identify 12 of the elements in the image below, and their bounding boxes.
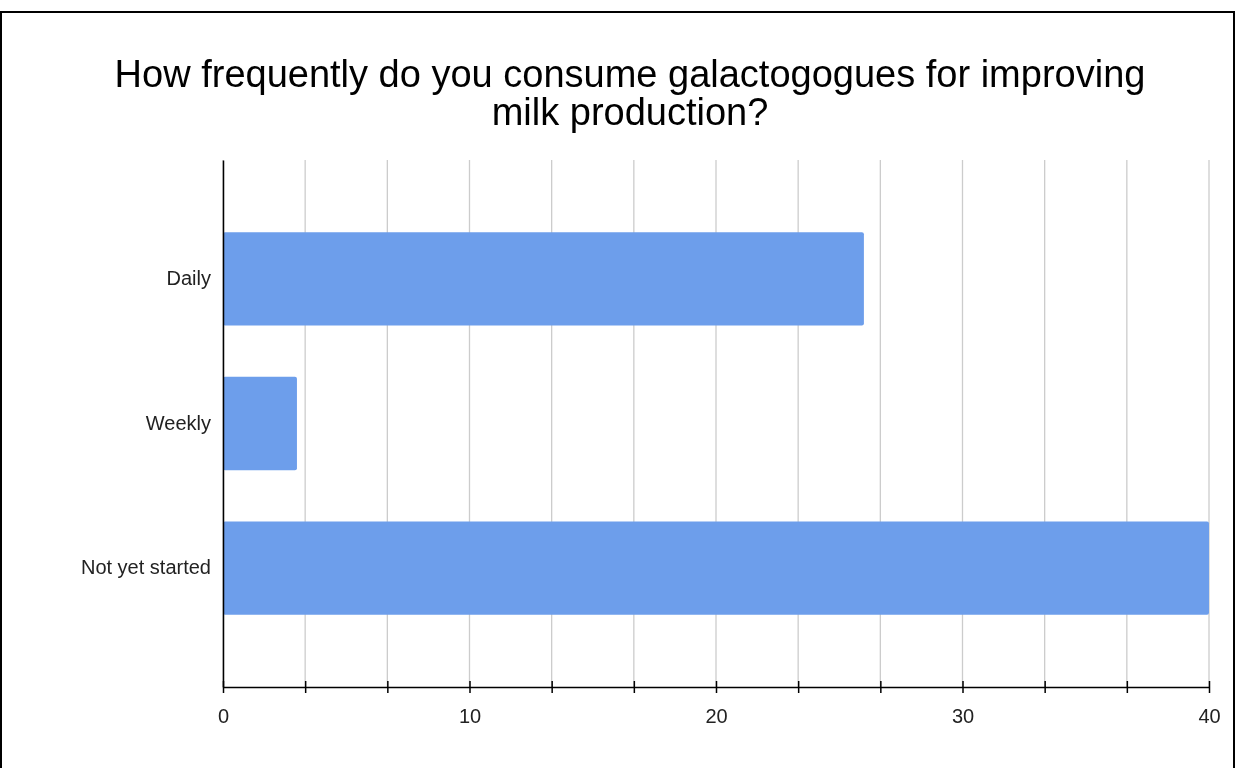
x-tick-label: 20	[705, 705, 728, 728]
bar	[223, 521, 1209, 615]
x-tick-label: 0	[217, 705, 230, 728]
y-tick-label: Daily	[166, 267, 211, 290]
chart-title: How frequently do you consume galactogogues for improving milk production?	[114, 53, 1146, 133]
bar	[223, 232, 864, 326]
x-tick-label: 10	[458, 705, 482, 728]
y-tick-label: Not yet started	[80, 556, 211, 579]
x-tick-label: 40	[1198, 705, 1221, 728]
y-tick-label: Weekly	[145, 411, 211, 434]
bar	[223, 376, 297, 471]
x-tick-label: 30	[951, 705, 975, 728]
